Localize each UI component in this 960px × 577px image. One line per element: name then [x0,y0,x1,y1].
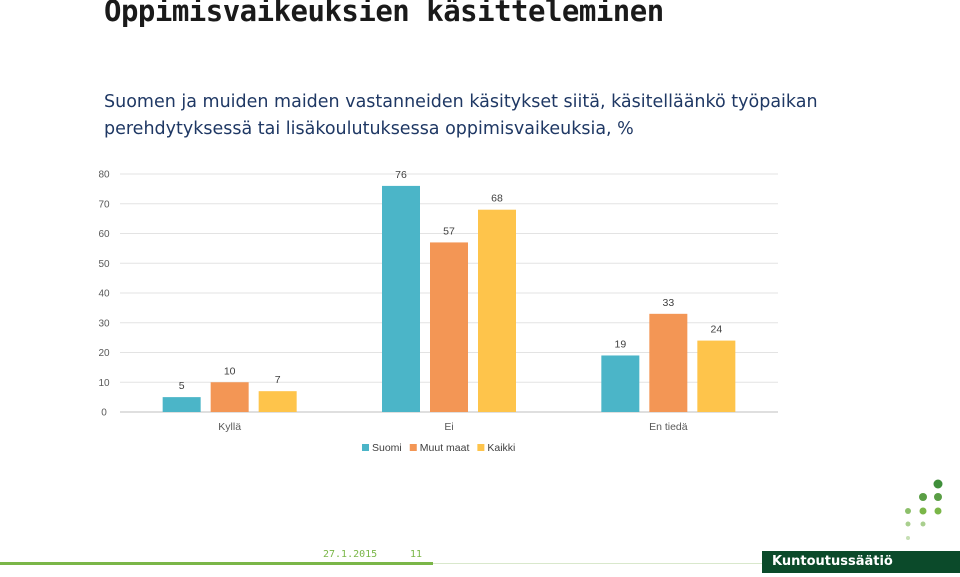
data-label: 33 [662,297,674,309]
data-label: 10 [224,365,236,377]
y-tick-label: 50 [98,259,110,270]
legend-label: Suomi [372,442,402,454]
bar [162,397,201,412]
bar [697,340,736,412]
footer-date: 27.1.2015 [323,549,378,560]
bar [430,242,468,412]
subtitle-line-2: perehdytyksessä tai lisäkoulutuksessa op… [104,119,634,139]
legend-swatch [477,444,485,451]
legend-swatch [409,444,417,451]
legend-swatch [362,444,369,451]
footer-divider-light [433,563,960,564]
page-title: Oppimisvaikeuksien käsitteleminen [104,0,664,28]
bar [601,355,640,412]
brand-logo: Kuntoutussäätiö [762,551,960,573]
data-label: 5 [179,380,185,392]
subtitle-line-1: Suomen ja muiden maiden vastanneiden käs… [104,92,818,112]
category-label: Ei [444,421,453,433]
data-label: 68 [491,193,503,205]
category-label: En tiedä [649,421,688,433]
y-tick-label: 60 [98,229,110,240]
legend-label: Muut maat [420,442,470,454]
data-label: 19 [614,338,626,350]
bar [649,313,688,412]
bar-chart: 0 10 20 30 40 50 60 70 80 5 10 7 Kyllä 76 57 68 Ei 19 33 24… [98,169,778,454]
footer-page-number: 11 [410,549,423,560]
data-label: 7 [275,374,281,386]
y-tick-label: 80 [98,170,110,181]
legend-label: Kaikki [487,442,515,454]
y-tick-label: 10 [98,378,110,389]
y-tick-label: 40 [98,289,110,300]
bar [258,391,297,412]
bar [478,209,516,412]
category-label: Kyllä [218,421,241,433]
data-label: 57 [443,225,455,237]
y-tick-label: 0 [101,408,107,419]
footer-divider [0,562,433,565]
data-label: 76 [395,169,407,181]
data-label: 24 [710,324,722,336]
y-tick-label: 30 [98,318,110,329]
y-tick-label: 70 [98,199,110,210]
y-tick-label: 20 [98,348,110,359]
bar [210,382,249,412]
bar [382,185,420,412]
chart-subtitle: Suomen ja muiden maiden vastanneiden käs… [104,89,824,143]
decorative-dots-icon [905,479,943,540]
